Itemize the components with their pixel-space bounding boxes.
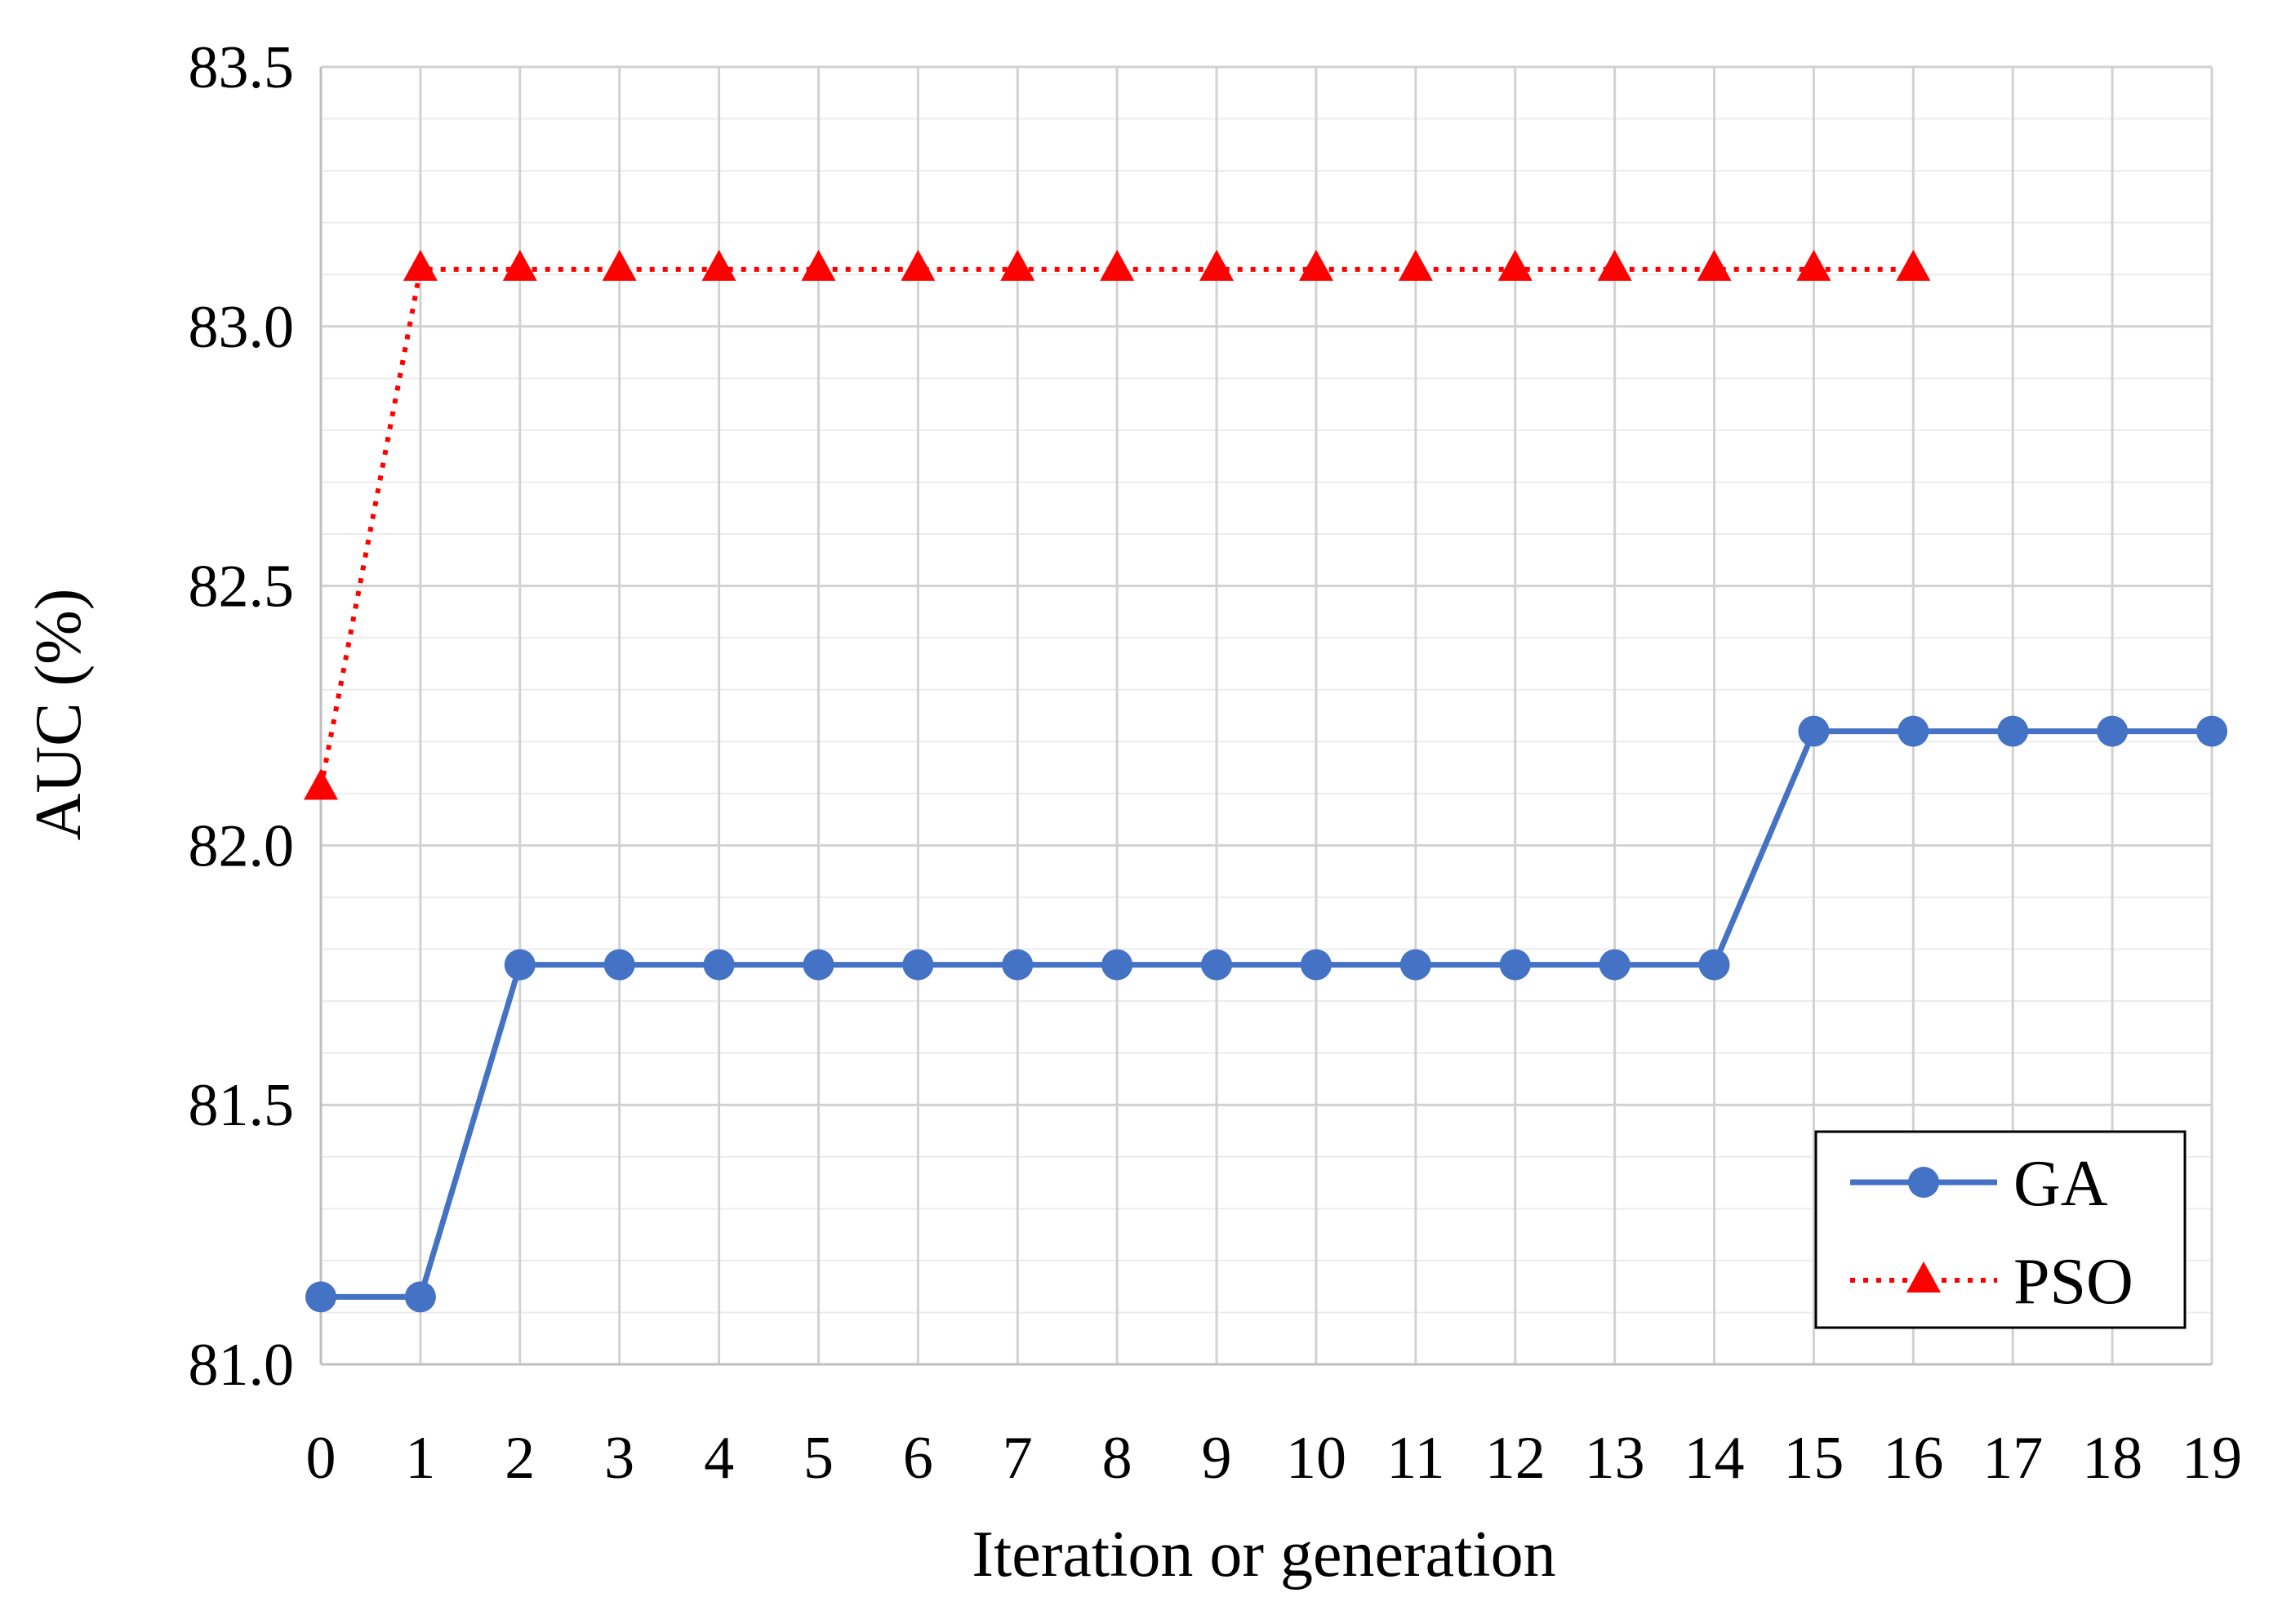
x-tick-label: 15 — [1783, 1425, 1844, 1492]
x-tick-label: 12 — [1485, 1425, 1546, 1492]
legend-box — [1814, 1130, 2187, 1329]
y-tick-label: 81.5 — [189, 1072, 295, 1139]
legend-pso-label: PSO — [2013, 1246, 2133, 1318]
series-pso-point — [901, 249, 936, 281]
series-pso-point — [1497, 249, 1533, 281]
series-ga-point — [1002, 949, 1034, 981]
x-tick-label: 19 — [2182, 1425, 2242, 1492]
x-tick-label: 16 — [1883, 1425, 1943, 1492]
series-ga-point — [504, 949, 536, 981]
x-tick-label: 14 — [1684, 1425, 1745, 1492]
series-ga-point — [803, 949, 834, 981]
series-pso-point — [403, 249, 438, 281]
y-tick-label: 82.0 — [189, 812, 295, 879]
y-tick-labels: 81.0 81.5 82.0 82.5 83.0 83.5 — [189, 34, 295, 1399]
legend: GA PSO — [1814, 1130, 2187, 1329]
x-axis-title: Iteration or generation — [972, 1519, 1555, 1591]
series-ga-point — [2196, 715, 2227, 747]
series-pso-point — [801, 249, 836, 281]
series-ga-point — [1499, 949, 1531, 981]
plot-area-border — [319, 67, 2212, 1366]
x-tick-label: 11 — [1386, 1425, 1444, 1492]
legend-entry-pso: PSO — [1850, 1246, 2133, 1318]
series-ga-point — [404, 1281, 436, 1313]
legend-ga-marker — [1908, 1167, 1939, 1198]
x-tick-label: 1 — [405, 1425, 435, 1492]
y-tick-label: 83.5 — [189, 34, 295, 101]
series-ga-point — [603, 949, 635, 981]
x-tick-label: 6 — [903, 1425, 933, 1492]
series-pso-point — [1100, 249, 1135, 281]
y-axis-title: AUC (%) — [23, 589, 95, 841]
x-tick-label: 5 — [803, 1425, 834, 1492]
series-layer — [304, 249, 2227, 1313]
series-pso-point — [1199, 249, 1235, 281]
x-tick-label: 3 — [604, 1425, 634, 1492]
y-tick-label: 81.0 — [189, 1332, 295, 1399]
x-tick-label: 18 — [2082, 1425, 2142, 1492]
series-ga-point — [1101, 949, 1133, 981]
series-ga-line — [321, 728, 2212, 1300]
series-pso-point — [1697, 249, 1732, 281]
x-tick-label: 4 — [704, 1425, 734, 1492]
series-ga-point — [1399, 949, 1431, 981]
x-tick-label: 8 — [1102, 1425, 1132, 1492]
series-pso-point — [304, 768, 338, 800]
x-tick-label: 7 — [1003, 1425, 1033, 1492]
series-ga-point — [1698, 949, 1730, 981]
series-pso-point — [602, 249, 637, 281]
x-tick-labels: 0 1 2 3 4 5 6 7 8 9 10 11 12 13 14 15 16 17 18 19 — [306, 1425, 2243, 1492]
series-ga-point — [1599, 949, 1631, 981]
series-ga-point — [1201, 949, 1233, 981]
series-pso-point — [1796, 249, 1831, 281]
legend-pso-marker — [1906, 1261, 1941, 1293]
y-tick-label: 82.5 — [189, 554, 295, 621]
y-tick-label: 83.0 — [189, 294, 295, 361]
major-gridlines — [319, 65, 2213, 1366]
series-ga-point — [2097, 715, 2129, 747]
series-ga-point — [305, 1281, 336, 1313]
x-tick-label: 13 — [1585, 1425, 1645, 1492]
series-pso-point — [1298, 249, 1333, 281]
series-pso-point — [701, 249, 736, 281]
series-pso-point — [1398, 249, 1433, 281]
x-tick-label: 17 — [1982, 1425, 2043, 1492]
series-ga-point — [1898, 715, 1929, 747]
series-pso-point — [1597, 249, 1632, 281]
series-pso-point — [1000, 249, 1035, 281]
series-pso-point — [502, 249, 537, 281]
x-tick-label: 9 — [1202, 1425, 1232, 1492]
x-tick-label: 0 — [306, 1425, 336, 1492]
x-tick-label: 10 — [1286, 1425, 1346, 1492]
series-pso-line — [318, 266, 1914, 790]
series-ga-point — [703, 949, 735, 981]
series-ga-point — [1997, 715, 2029, 747]
legend-ga-label: GA — [2013, 1148, 2108, 1220]
series-ga-point — [1798, 715, 1830, 747]
series-pso-point — [1896, 249, 1931, 281]
series-ga-point — [902, 949, 934, 981]
x-tick-label: 2 — [505, 1425, 535, 1492]
legend-entry-ga: GA — [1850, 1148, 2108, 1220]
series-ga-point — [1300, 949, 1332, 981]
